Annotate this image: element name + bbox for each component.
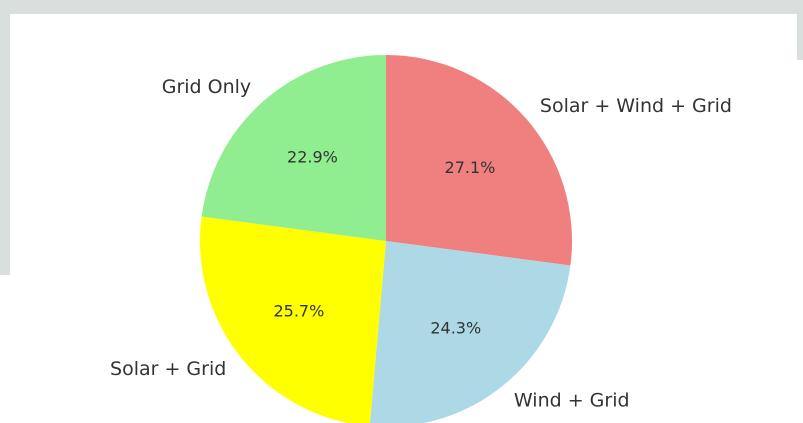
pie-slice-wind-grid [369, 241, 571, 423]
pie-slice-grid-only [201, 55, 386, 241]
pie-slices [200, 55, 572, 423]
backdrop-left [0, 0, 10, 275]
pie-slice-solar-wind-grid [386, 55, 572, 266]
pie-category-label-wind-grid: Wind + Grid [514, 390, 630, 412]
pie-category-label-solar-wind-grid: Solar + Wind + Grid [540, 95, 732, 117]
pie-percent-label-wind-grid: 24.3% [430, 319, 481, 338]
pie-percent-label-grid-only: 22.9% [287, 148, 338, 167]
backdrop-top [0, 0, 803, 14]
pie-slice-solar-grid [200, 216, 386, 423]
pie-percent-labels: 27.1% 24.3% 25.7% 22.9% [273, 148, 495, 338]
pie-category-label-solar-grid: Solar + Grid [110, 358, 226, 380]
pie-category-labels: Solar + Wind + Grid Wind + Grid Solar + Gr… [110, 76, 732, 412]
pie-percent-label-solar-grid: 25.7% [273, 301, 324, 320]
pie-category-label-grid-only: Grid Only [162, 76, 251, 98]
backdrop-right [797, 0, 803, 60]
pie-percent-label-solar-wind-grid: 27.1% [445, 158, 496, 177]
